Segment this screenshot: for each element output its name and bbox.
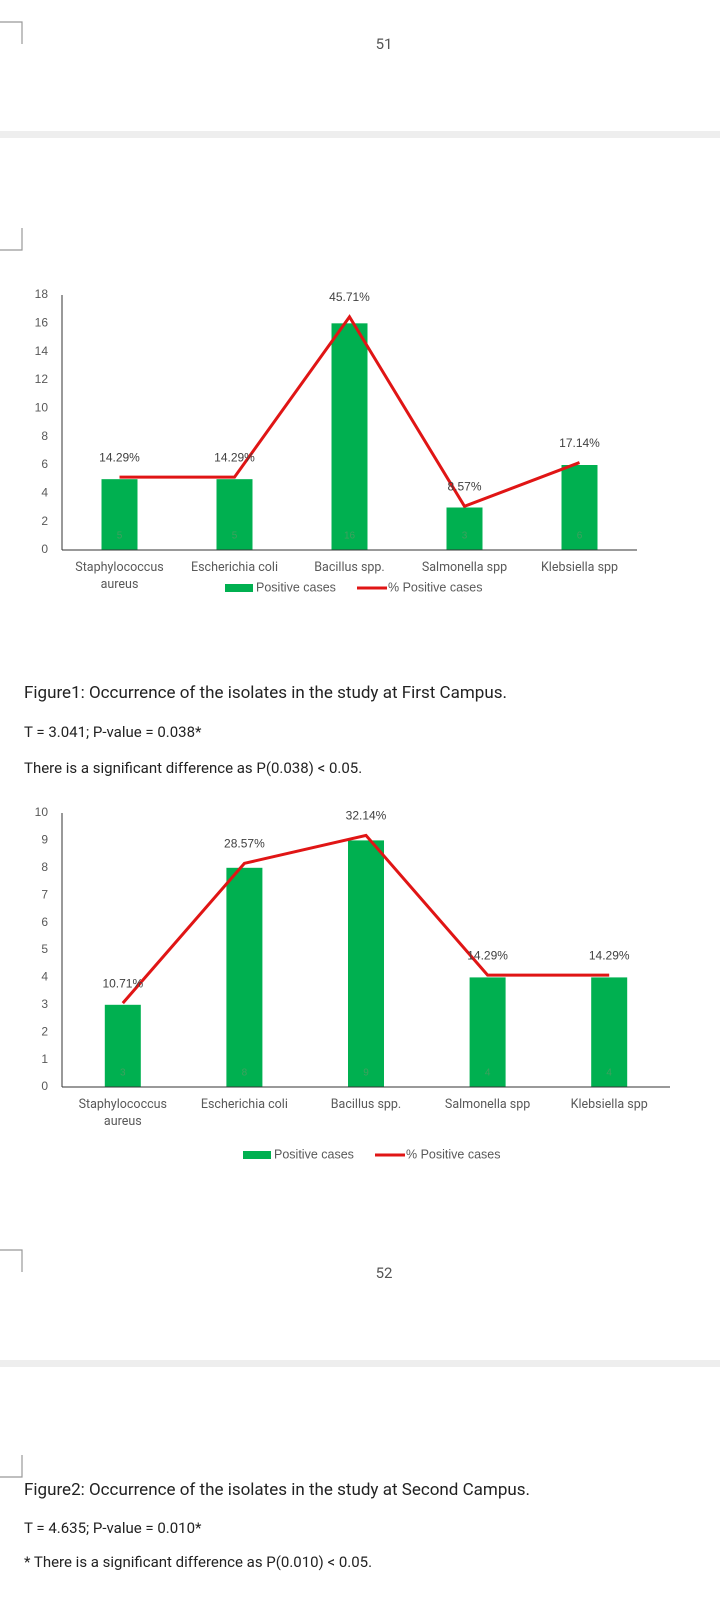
y-tick-label: 4 bbox=[41, 486, 48, 500]
x-tick-label: Staphylococcus aureus bbox=[75, 560, 164, 592]
y-tick-label: 4 bbox=[41, 970, 48, 984]
bar-label: 16 bbox=[344, 531, 356, 542]
y-tick-label: 6 bbox=[41, 915, 48, 929]
y-tick-label: 2 bbox=[41, 514, 48, 528]
y-tick-label: 18 bbox=[35, 287, 49, 301]
y-tick-label: 14 bbox=[35, 344, 49, 358]
data-label: 17.14% bbox=[559, 436, 600, 450]
statistic: T = 4.635; P-value = 0.010* bbox=[24, 1519, 202, 1537]
y-tick-label: 0 bbox=[41, 1079, 48, 1093]
bar-label: 5 bbox=[117, 531, 123, 542]
page-number: 52 bbox=[375, 1264, 393, 1282]
bar-label: 6 bbox=[577, 531, 583, 542]
bar-label: 5 bbox=[232, 531, 238, 542]
y-tick-label: 10 bbox=[35, 401, 49, 415]
bar-label: 3 bbox=[120, 1068, 126, 1079]
bar-label: 3 bbox=[462, 531, 468, 542]
corner-mark bbox=[0, 21, 23, 44]
corner-mark bbox=[0, 1455, 23, 1478]
bar bbox=[331, 323, 368, 550]
bar-label: 4 bbox=[485, 1068, 491, 1079]
x-tick-label: Salmonella spp bbox=[444, 1097, 531, 1112]
data-label: 14.29% bbox=[99, 450, 140, 464]
data-label: 14.29% bbox=[214, 450, 255, 464]
data-label: 45.71% bbox=[329, 290, 370, 304]
y-tick-label: 12 bbox=[35, 372, 49, 386]
bar bbox=[101, 479, 138, 550]
x-tick-label: Staphylococcus aureus bbox=[78, 1097, 167, 1129]
y-tick-label: 7 bbox=[41, 887, 48, 901]
bar bbox=[216, 479, 253, 550]
y-tick-label: 8 bbox=[41, 429, 48, 443]
corner-mark bbox=[0, 1249, 23, 1272]
legend-swatch bbox=[225, 584, 253, 592]
figure-caption: Figure1: Occurrence of the isolates in t… bbox=[24, 683, 507, 703]
bar bbox=[226, 867, 263, 1087]
note: There is a significant difference as P(0… bbox=[24, 759, 363, 777]
x-tick-label: Escherichia coli bbox=[190, 560, 278, 575]
x-tick-label: Bacillus spp. bbox=[330, 1097, 402, 1112]
data-label: 14.29% bbox=[589, 948, 630, 962]
bar bbox=[348, 840, 384, 1087]
data-label: 32.14% bbox=[346, 809, 387, 823]
data-label: 14.29% bbox=[467, 948, 508, 962]
statistic: T = 3.041; P-value = 0.038* bbox=[24, 723, 202, 741]
y-tick-label: 6 bbox=[41, 457, 48, 471]
y-tick-label: 2 bbox=[41, 1024, 48, 1038]
corner-marks bbox=[0, 21, 23, 1478]
page-break bbox=[0, 131, 720, 138]
legend-label: Positive cases bbox=[274, 1147, 354, 1161]
bar-label: 9 bbox=[363, 1068, 369, 1079]
y-tick-label: 1 bbox=[41, 1052, 48, 1066]
legend-swatch bbox=[243, 1151, 271, 1159]
figure-caption: Figure2: Occurrence of the isolates in t… bbox=[24, 1480, 531, 1500]
legend-label: % Positive cases bbox=[406, 1147, 500, 1161]
y-tick-label: 5 bbox=[41, 942, 48, 956]
data-label: 8.57% bbox=[447, 479, 481, 493]
y-tick-label: 16 bbox=[35, 316, 49, 330]
legend-label: % Positive cases bbox=[388, 580, 482, 594]
y-tick-label: 9 bbox=[41, 833, 48, 847]
y-tick-label: 3 bbox=[41, 997, 48, 1011]
x-tick-label: Klebsiella spp bbox=[540, 560, 619, 575]
page-number: 51 bbox=[375, 35, 393, 53]
page-break bbox=[0, 1360, 720, 1367]
note: * There is a significant difference as P… bbox=[24, 1553, 373, 1571]
y-tick-label: 10 bbox=[35, 805, 49, 819]
corner-mark bbox=[0, 228, 23, 251]
line-series bbox=[121, 833, 610, 1005]
x-tick-label: Klebsiella spp bbox=[570, 1097, 648, 1112]
bar bbox=[591, 977, 628, 1087]
bar bbox=[446, 507, 483, 550]
x-tick-label: Bacillus spp. bbox=[314, 560, 385, 575]
legend-label: Positive cases bbox=[256, 580, 336, 594]
bar bbox=[104, 1004, 141, 1087]
bar-label: 8 bbox=[242, 1068, 248, 1079]
x-tick-label: Salmonella spp bbox=[421, 560, 508, 575]
y-tick-label: 0 bbox=[41, 542, 48, 556]
line-series bbox=[119, 314, 581, 509]
data-label: 28.57% bbox=[224, 837, 265, 851]
y-tick-label: 8 bbox=[41, 860, 48, 874]
bar bbox=[561, 465, 598, 550]
bar-label: 4 bbox=[606, 1068, 612, 1079]
bar bbox=[469, 977, 506, 1087]
data-label: 10.71% bbox=[102, 976, 143, 990]
x-tick-label: Escherichia coli bbox=[200, 1097, 288, 1112]
